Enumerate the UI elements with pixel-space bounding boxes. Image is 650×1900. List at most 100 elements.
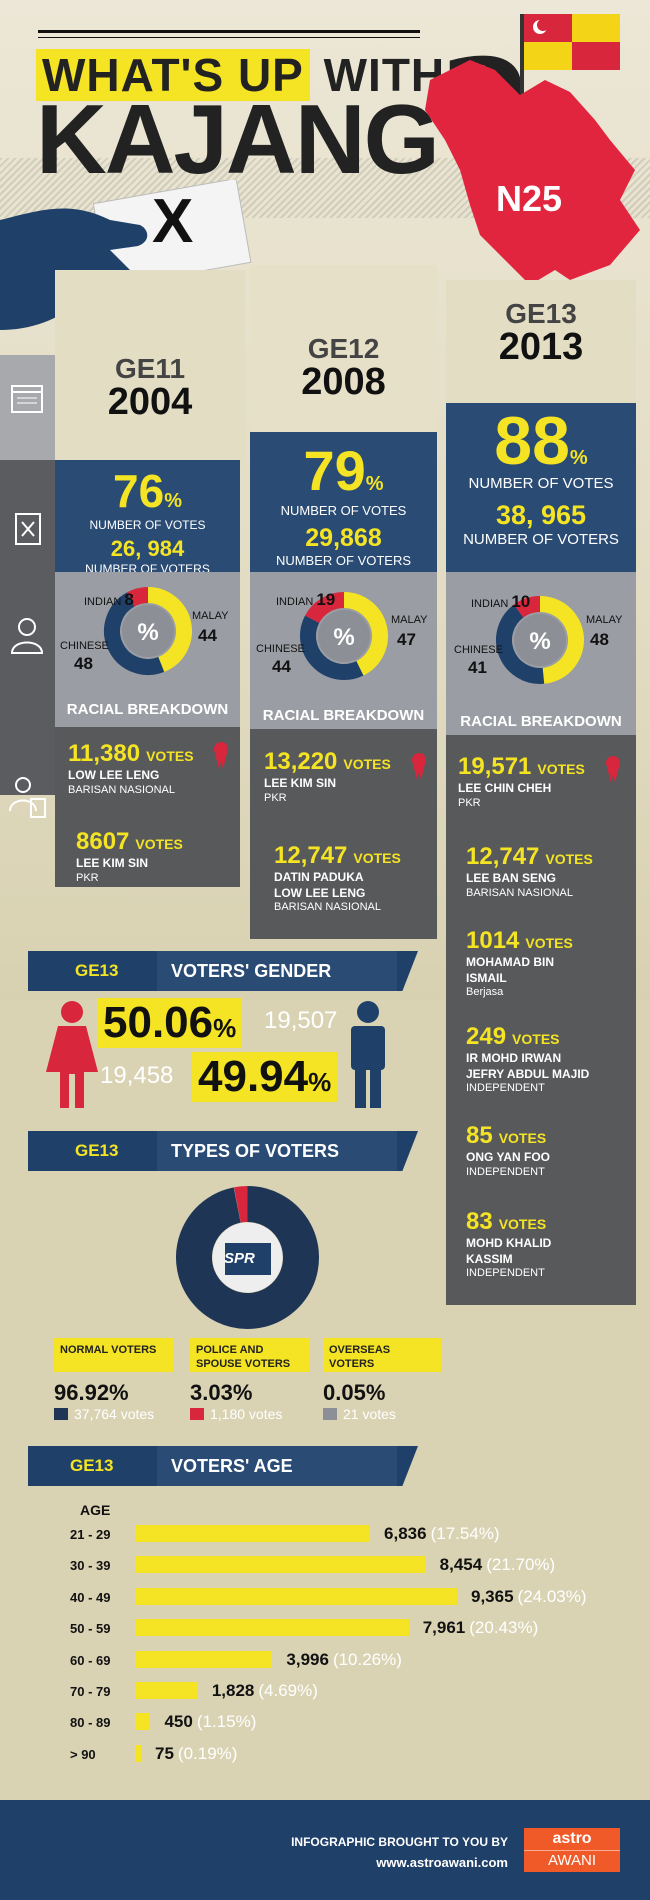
col1-turnout-panel: 76% NUMBER OF VOTES 26, 984 NUMBER OF VO… (55, 460, 240, 576)
title-line-1: WHAT'S UP WITH (36, 48, 445, 102)
logo-top-text: astro (552, 1830, 592, 1847)
age-bar (135, 1713, 151, 1731)
person-icon (10, 618, 44, 654)
footer-credit: INFOGRAPHIC BROUGHT TO YOU BY (291, 1835, 508, 1849)
col3-turnout: 88% (494, 403, 588, 479)
candidate-votes: 12,747 VOTES (466, 843, 593, 870)
candidate-name: LEE BAN SENG (466, 871, 557, 885)
voter-type-votes: 1,180 votes (190, 1406, 310, 1422)
title-rule (38, 30, 420, 33)
winner-ribbon-icon (412, 753, 426, 780)
age-bar (135, 1525, 371, 1542)
spr-logo: SPR (224, 1250, 255, 1267)
col2-turnout-label: NUMBER OF VOTES (280, 503, 407, 518)
selangor-map-icon (425, 14, 640, 285)
col3-candidate-3: 1014 VOTES MOHAMAD BIN ISMAIL Berjasa (466, 927, 636, 998)
winner-ribbon-icon (214, 742, 228, 769)
malay-slice (147, 587, 192, 672)
ballot-paper-icon (15, 513, 41, 545)
donut-hole (514, 614, 566, 666)
col3-candidate-6: 83 VOTES MOHD KHALID KASSIM INDEPENDENT (466, 1208, 636, 1279)
seat-code: N25 (496, 178, 563, 219)
candidate-icon (9, 777, 46, 818)
footer-url[interactable]: www.astroawani.com (376, 1855, 508, 1870)
col3-candidate-5: 85 VOTES ONG YAN FOO INDEPENDENT (466, 1122, 636, 1178)
age-group-label: 80 - 89 (70, 1715, 111, 1731)
astro-awani-logo[interactable]: astro AWANI (524, 1828, 620, 1872)
age-pct-label: (17.54%) (430, 1524, 500, 1543)
chinese-slice (104, 592, 165, 675)
age-tag: GE13 (50, 1446, 155, 1486)
age-group-label: 21 - 29 (70, 1527, 111, 1542)
voter-type-pct: 3.03% (190, 1380, 253, 1405)
age-bar (135, 1587, 457, 1605)
candidate-party: INDEPENDENT (466, 1082, 545, 1095)
chinese-slice (300, 615, 364, 680)
col2-year: 2008 (301, 361, 386, 403)
col1-turnout-label: NUMBER OF VOTES (89, 518, 206, 532)
age-pct-label: (24.03%) (517, 1586, 587, 1606)
col1-voters: 26, 984 (110, 536, 185, 561)
age-value-label: 8,454 (21.70%) (439, 1555, 556, 1575)
col3-race-title: RACIAL BREAKDOWN (460, 713, 622, 730)
voter-types-donut (176, 1185, 319, 1329)
col3-voters-label: NUMBER OF VOTERS (463, 531, 619, 548)
col3-title: GE13 2013 (446, 298, 636, 368)
candidate-votes: 85 VOTES (466, 1122, 547, 1149)
ballot-mark: X (152, 187, 194, 256)
malay-slice (539, 596, 584, 684)
age-value-label: 3,996 (10.26%) (286, 1649, 402, 1669)
col3-malay-label: MALAY (586, 614, 623, 626)
col2-ge: GE12 (307, 333, 380, 364)
normal-voters-slice (176, 1186, 319, 1329)
age-value-label: 450 (1.15%) (164, 1712, 257, 1732)
candidate-party: INDEPENDENT (466, 1267, 545, 1280)
col3-top (446, 280, 636, 405)
age-group-label: 60 - 69 (70, 1652, 111, 1668)
voter-type-pct: 0.05% (323, 1380, 386, 1405)
col2-voters-label: NUMBER OF VOTERS (275, 553, 412, 568)
col1-turnout: 76% (113, 465, 182, 517)
col3-voters: 38, 965 (495, 500, 587, 530)
candidate-votes: 13,220 VOTES (264, 748, 391, 775)
candidate-party: PKR (458, 796, 481, 809)
icon-strip-light (0, 355, 55, 460)
title-with: WITH (323, 49, 446, 101)
col3-candidate-2: 12,747 VOTES LEE BAN SENG BARISAN NASIONA… (466, 843, 636, 899)
voter-type-label: OVERSEAS VOTERS (323, 1338, 441, 1372)
age-bar (135, 1682, 198, 1699)
col3-ge: GE13 (505, 298, 577, 329)
age-chart: 21 - 29 6,836 (17.54%) 30 - 39 8,454 (21.70%)… (0, 1524, 650, 1775)
col2-malay-label: MALAY (391, 614, 428, 626)
donut-center-label: % (529, 628, 550, 655)
col3-candidate-1: 19,571 VOTES LEE CHIN CHEH PKR (458, 753, 633, 809)
age-pct-label: (4.69%) (258, 1681, 318, 1700)
col2-top (250, 265, 437, 435)
winner-ribbon-icon (606, 756, 620, 783)
candidate-name: MOHD KHALID KASSIM (466, 1236, 552, 1266)
col3-year: 2013 (498, 326, 584, 368)
age-pct-label: (1.15%) (196, 1712, 257, 1732)
candidate-votes: 1014 VOTES (466, 927, 573, 954)
col1-ge: GE11 (114, 353, 186, 384)
hand-ballot-icon (0, 180, 252, 330)
col3-race-donut: % (496, 596, 584, 684)
calendar-icon (11, 385, 43, 413)
col2-chinese-label: CHINESE (256, 643, 305, 655)
candidate-party: BARISAN NASIONAL (466, 886, 573, 899)
col1-race-donut: % (104, 587, 192, 675)
col2-title: GE12 2008 (250, 333, 437, 403)
col1-candidate-2: 8607 VOTES LEE KIM SIN PKR (76, 828, 236, 884)
candidate-name: LOW LEE LENG (68, 768, 160, 782)
age-value-label: 6,836 (17.54%) (384, 1524, 500, 1543)
col2-race-donut: % (300, 592, 388, 680)
col3-chinese-value: 41 (468, 658, 487, 677)
age-group-label: > 90 (70, 1746, 96, 1762)
age-title: VOTERS' AGE (157, 1446, 397, 1486)
col1-chinese-value: 48 (74, 654, 93, 673)
voter-type-votes: 21 votes (323, 1406, 441, 1422)
col3-candidates-panel (446, 735, 636, 1305)
male-count: 19,507 (264, 1007, 338, 1034)
age-pct-label: (0.19%) (177, 1743, 238, 1763)
col2-voters: 29,868 (305, 524, 382, 552)
